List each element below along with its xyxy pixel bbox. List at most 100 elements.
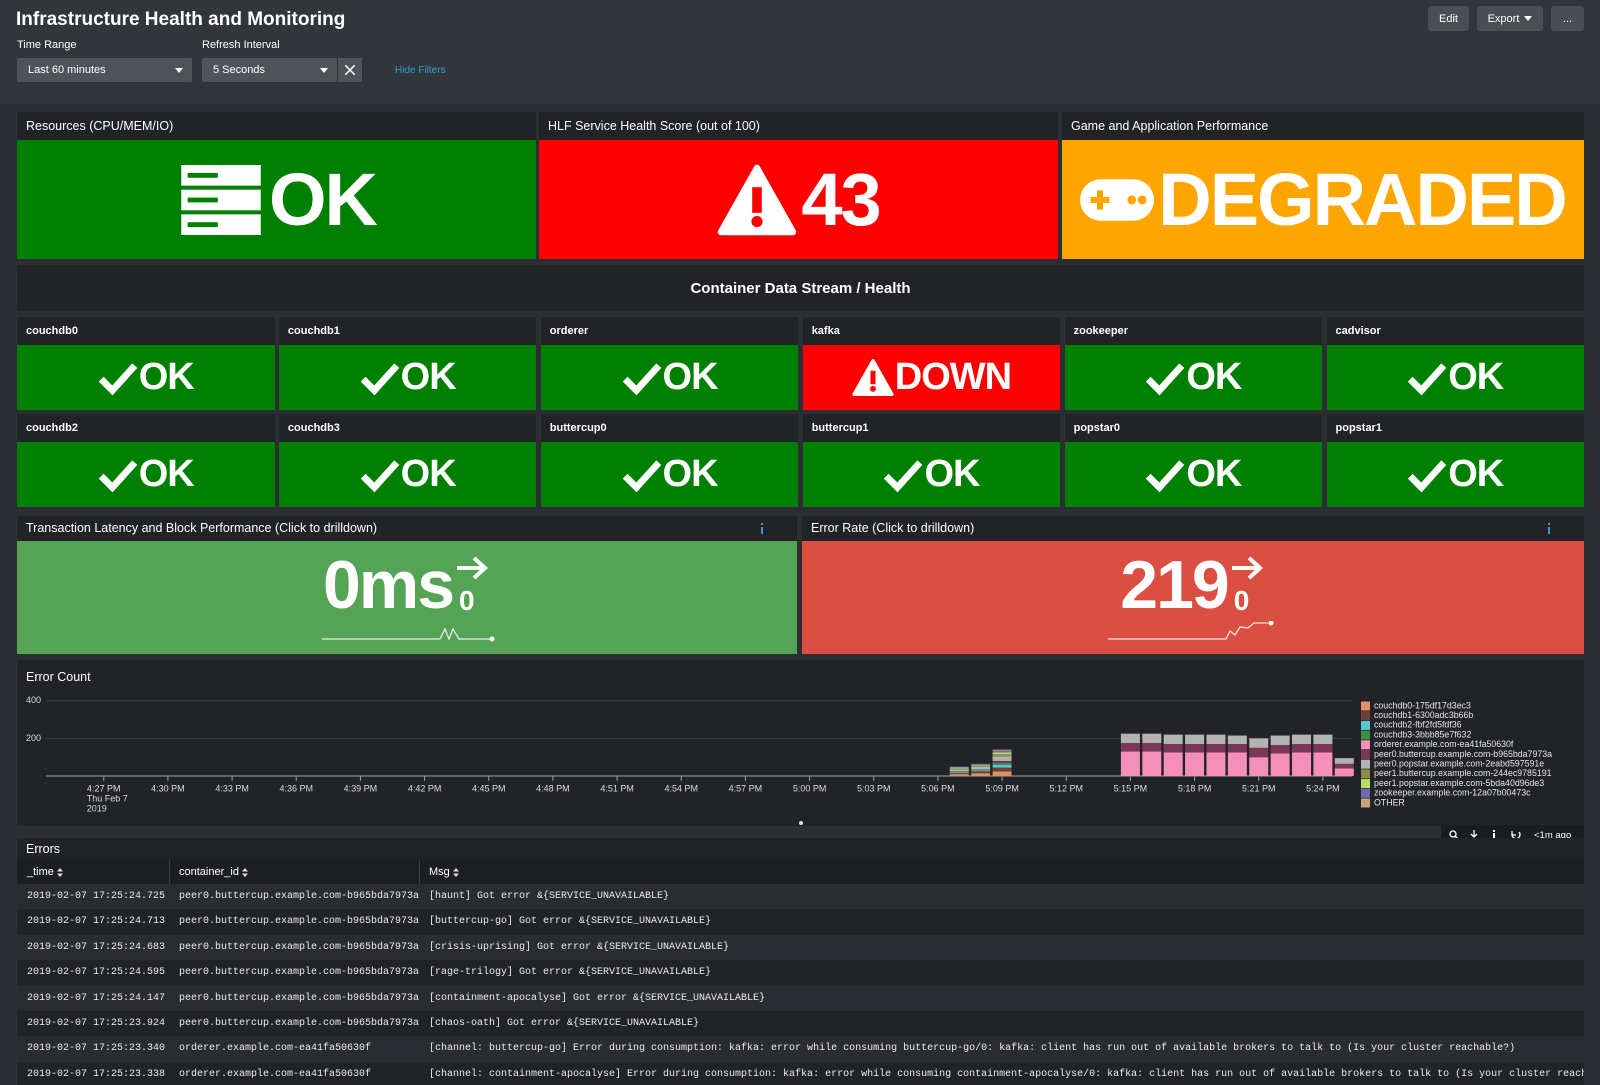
x-tick-label: 4:39 PM — [344, 783, 378, 793]
container-status: OK — [17, 345, 275, 410]
icon-part — [360, 362, 399, 395]
sparkline — [322, 627, 495, 642]
icon-part — [181, 213, 261, 235]
button[interactable]: Export — [1477, 6, 1543, 31]
column-separator — [419, 860, 420, 884]
legend-swatch — [1361, 769, 1370, 779]
icon-part — [187, 197, 218, 202]
toolbar-icons — [1449, 830, 1521, 841]
table-cell: [haunt] Got error &{SERVICE_UNAVAILABLE} — [429, 891, 670, 902]
chart-status: <1m ago — [1534, 830, 1572, 841]
container-panel: buttercup0 OK — [540, 414, 799, 507]
column-header[interactable]: container_id — [179, 860, 248, 884]
bar-segment — [992, 762, 1012, 765]
bar-segment — [949, 769, 969, 772]
bar-segment — [949, 772, 969, 774]
table-row: 2019-02-07 17:25:23.924 peer0.buttercup.e… — [17, 1011, 1584, 1037]
container-status-text: OK — [924, 453, 980, 495]
kpi-panel[interactable]: Transaction Latency and Block Performanc… — [17, 516, 797, 654]
kpi-delta-group: 0 — [455, 553, 491, 617]
bar-segment — [992, 767, 1012, 772]
bar-segment — [1227, 744, 1247, 753]
legend-label: OTHER — [1374, 797, 1405, 807]
status-body: OK — [17, 140, 536, 259]
panel-title: couchdb1 — [278, 317, 537, 345]
bar-segment — [971, 769, 991, 771]
status-body: 43 — [539, 140, 1058, 259]
button[interactable]: Edit — [1428, 6, 1469, 31]
container-status-text: OK — [138, 356, 195, 398]
x-tick-label: 4:45 PM — [472, 783, 506, 793]
chart: 200 400 4:27 PM 4:30 PM 4:33 PM 4:36 PM 4:39 P… — [26, 695, 1552, 825]
bar-segment — [1249, 738, 1269, 748]
bar-segment — [1227, 735, 1247, 745]
kpi-value: 0ms — [322, 547, 455, 623]
table-cell: 2019-02-07 17:25:23.338 — [27, 1068, 166, 1080]
x-tick-label: 5:03 PM — [857, 783, 891, 793]
icon-part — [1146, 459, 1185, 492]
container-panel: popstar0 OK — [1064, 414, 1323, 507]
container-status: OK — [540, 345, 799, 410]
table-row: 2019-02-07 17:25:24.713 peer0.buttercup.e… — [17, 909, 1584, 935]
container-status: OK — [1326, 345, 1584, 410]
section-header: Container Data Stream / Health — [17, 265, 1584, 311]
status-value: OK — [269, 158, 378, 241]
legend-swatch — [1361, 759, 1370, 769]
container-status: OK — [1064, 345, 1323, 410]
icon-part — [622, 459, 661, 492]
legend-label: zookeeper.example.com-12a07b00473c — [1374, 788, 1531, 798]
bar-segment — [1206, 752, 1226, 776]
caret-shape — [320, 68, 328, 73]
column-header[interactable]: Msg — [429, 860, 459, 884]
container-status: OK — [540, 442, 799, 507]
icon-part — [1408, 459, 1447, 492]
container-status: OK — [1326, 442, 1584, 507]
column-header[interactable]: _time — [27, 860, 63, 884]
bar-segment — [1292, 752, 1312, 776]
table-cell: 2019-02-07 17:25:24.713 — [27, 916, 166, 928]
dropdown[interactable]: Last 60 minutes — [17, 58, 192, 82]
bar-segment — [992, 754, 1012, 757]
icon-part — [870, 370, 876, 385]
bar-segment — [1270, 753, 1290, 776]
bar-segment — [949, 771, 969, 773]
button[interactable]: ... — [1551, 6, 1584, 31]
x-date-label: Thu Feb 7 — [87, 793, 128, 803]
container-status-text: OK — [1186, 453, 1242, 495]
button-label: ... — [1562, 12, 1573, 25]
icon-check — [622, 362, 661, 395]
table-row: 2019-02-07 17:25:23.340 orderer.example.c… — [17, 1036, 1584, 1062]
x-tick-label: 5:24 PM — [1306, 783, 1340, 793]
clear-button[interactable] — [338, 58, 362, 82]
button-label: Export — [1487, 12, 1520, 25]
x-date-label: 2019 — [87, 803, 107, 813]
panel-title: Resources (CPU/MEM/IO) — [17, 112, 536, 140]
icon-check — [98, 362, 138, 395]
header-bg — [0, 0, 1600, 104]
container-panel: cadvisor OK — [1326, 317, 1584, 410]
icon-part — [1080, 178, 1155, 221]
info-icon — [761, 523, 763, 534]
bar-segment — [992, 749, 1012, 751]
icon-part — [751, 215, 763, 227]
hide-filters-link[interactable]: Hide Filters — [395, 65, 446, 76]
table-cell: orderer.example.com-ea41fa50630f — [179, 1043, 372, 1055]
legend-swatch — [1361, 730, 1370, 740]
caret-shape — [1524, 16, 1533, 21]
table-row: 2019-02-07 17:25:23.338 orderer.example.c… — [17, 1061, 1584, 1085]
bar-segment — [971, 771, 991, 774]
kpi-panel[interactable]: Error Rate (Click to drilldown) 219 0 — [802, 516, 1584, 654]
table-cell: [channel: buttercup-go] Error during con… — [429, 1043, 1516, 1055]
legend-label: peer0.popstar.example.com-2eabd597591e — [1374, 759, 1544, 769]
container-status-text: DOWN — [894, 356, 1012, 398]
legend-swatch — [1361, 798, 1370, 808]
dropdown[interactable]: 5 Seconds — [202, 58, 337, 82]
bar-segment — [992, 771, 1012, 776]
sparkline — [1108, 621, 1274, 640]
bar-segment — [992, 756, 1012, 761]
panel-title: zookeeper — [1064, 317, 1323, 345]
bar-segment — [1142, 751, 1162, 776]
arrow-shape — [1231, 556, 1263, 580]
legend-swatch — [1361, 740, 1370, 750]
info-dot — [761, 523, 763, 525]
